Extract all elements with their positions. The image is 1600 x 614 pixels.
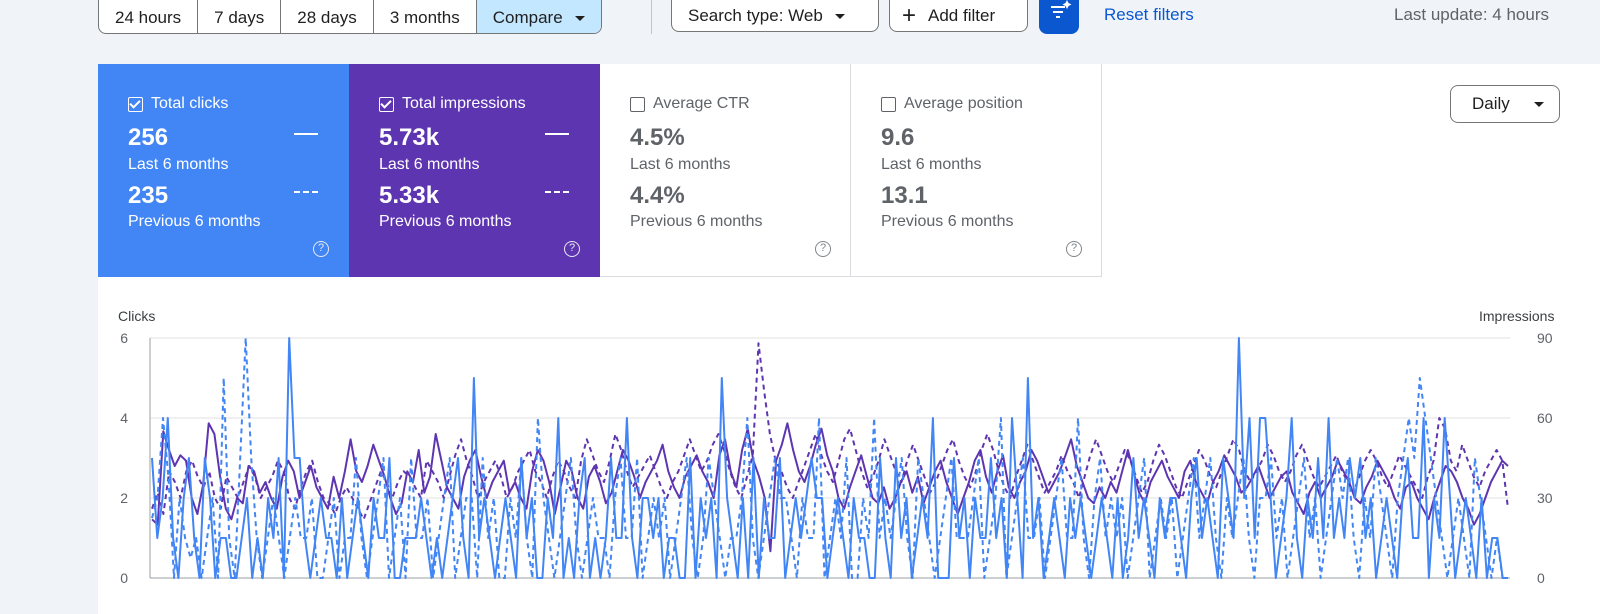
caret-down-icon xyxy=(834,13,845,19)
range-label: Compare xyxy=(492,8,563,27)
metric-previous-period: Previous 6 months xyxy=(881,213,1014,230)
search-type-label: Search type: Web xyxy=(688,6,823,25)
granularity-dropdown[interactable]: Daily xyxy=(1450,85,1560,123)
help-icon[interactable]: ? xyxy=(815,241,831,257)
filter-settings-button[interactable] xyxy=(1039,0,1079,34)
help-icon[interactable]: ? xyxy=(313,241,329,257)
caret-down-icon xyxy=(574,15,585,21)
impressions-previous-series-line xyxy=(151,342,1509,521)
average-ctr-card[interactable]: Average CTR 4.5% Last 6 months 4.4% Prev… xyxy=(600,64,851,277)
range-label: 24 hours xyxy=(115,8,182,27)
range-label: 7 days xyxy=(214,8,265,27)
help-icon[interactable]: ? xyxy=(1066,241,1082,257)
right-tick-label: 60 xyxy=(1537,410,1553,426)
left-tick-label: 4 xyxy=(120,410,128,426)
total-impressions-card[interactable]: Total impressions 5.73k Last 6 months 5.… xyxy=(349,64,600,277)
metric-current-value: 256 xyxy=(128,124,169,151)
dashed-line-legend-icon xyxy=(294,191,318,193)
caret-down-icon xyxy=(1533,101,1544,107)
metric-previous-value: 13.1 xyxy=(881,182,928,209)
search-type-dropdown[interactable]: Search type: Web xyxy=(671,0,879,32)
metric-previous-period: Previous 6 months xyxy=(128,213,261,230)
checkbox-checked-icon[interactable] xyxy=(379,96,394,112)
metric-current-period: Last 6 months xyxy=(379,156,480,173)
filter-bar: 24 hours 7 days 28 days 3 months Compare… xyxy=(0,0,1600,58)
total-clicks-card[interactable]: Total clicks 256 Last 6 months 235 Previ… xyxy=(98,64,349,277)
add-filter-label: Add filter xyxy=(928,6,996,25)
solid-line-legend-icon xyxy=(294,133,318,135)
performance-chart: Clicks Impressions 0 0 2 30 4 60 6 90 xyxy=(98,294,1600,614)
metric-label: Average CTR xyxy=(653,95,750,112)
date-range-segmented-control: 24 hours 7 days 28 days 3 months Compare xyxy=(98,0,602,34)
left-axis-title: Clicks xyxy=(118,308,156,324)
metric-toggle[interactable]: Average CTR xyxy=(630,95,750,113)
granularity-label: Daily xyxy=(1472,94,1510,113)
metric-cards: Total clicks 256 Last 6 months 235 Previ… xyxy=(98,64,1102,277)
metric-current-value: 4.5% xyxy=(630,124,685,151)
add-filter-button[interactable]: + Add filter xyxy=(889,0,1028,32)
metric-previous-value: 235 xyxy=(128,182,169,209)
metric-previous-value: 4.4% xyxy=(630,182,685,209)
left-tick-label: 0 xyxy=(120,570,128,586)
range-label: 28 days xyxy=(297,8,357,27)
help-icon[interactable]: ? xyxy=(564,241,580,257)
reset-filters-link[interactable]: Reset filters xyxy=(1104,5,1194,24)
left-tick-label: 6 xyxy=(120,330,128,346)
metric-current-period: Last 6 months xyxy=(128,156,229,173)
metric-current-period: Last 6 months xyxy=(881,156,982,173)
right-tick-label: 90 xyxy=(1537,330,1553,346)
clicks-previous-series-line xyxy=(151,337,1508,579)
right-axis-title: Impressions xyxy=(1479,308,1555,324)
checkbox-unchecked-icon[interactable] xyxy=(881,96,896,112)
metric-toggle[interactable]: Average position xyxy=(881,95,1023,113)
range-7-days-button[interactable]: 7 days xyxy=(198,0,282,33)
metric-current-period: Last 6 months xyxy=(630,156,731,173)
metric-current-value: 9.6 xyxy=(881,124,915,151)
plus-icon: + xyxy=(902,2,917,29)
metric-label: Average position xyxy=(904,95,1023,112)
range-3-months-button[interactable]: 3 months xyxy=(374,0,477,33)
left-tick-label: 2 xyxy=(120,490,128,506)
right-tick-label: 0 xyxy=(1537,570,1545,586)
metric-previous-period: Previous 6 months xyxy=(379,213,512,230)
metric-toggle[interactable]: Total clicks xyxy=(128,95,228,113)
metric-previous-period: Previous 6 months xyxy=(630,213,763,230)
last-update-text: Last update: 4 hours xyxy=(1394,5,1550,24)
metric-label: Total impressions xyxy=(402,95,526,112)
range-label: 3 months xyxy=(389,8,460,27)
metric-current-value: 5.73k xyxy=(379,124,440,151)
average-position-card[interactable]: Average position 9.6 Last 6 months 13.1 … xyxy=(851,64,1102,277)
performance-panel: Total clicks 256 Last 6 months 235 Previ… xyxy=(98,64,1600,614)
clicks-current-series-line xyxy=(151,337,1508,579)
range-28-days-button[interactable]: 28 days xyxy=(281,0,374,33)
solid-line-legend-icon xyxy=(545,133,569,135)
divider xyxy=(651,0,652,34)
metric-previous-value: 5.33k xyxy=(379,182,440,209)
checkbox-unchecked-icon[interactable] xyxy=(630,96,645,112)
compare-dropdown-button[interactable]: Compare xyxy=(476,0,601,33)
checkbox-checked-icon[interactable] xyxy=(128,96,143,112)
right-tick-label: 30 xyxy=(1537,490,1553,506)
range-24-hours-button[interactable]: 24 hours xyxy=(99,0,199,33)
metric-label: Total clicks xyxy=(151,95,229,112)
filter-sparkle-icon xyxy=(1051,0,1072,18)
line-chart: 0 0 2 30 4 60 6 90 xyxy=(120,330,1553,586)
dashed-line-legend-icon xyxy=(545,191,569,193)
metric-toggle[interactable]: Total impressions xyxy=(379,95,526,113)
